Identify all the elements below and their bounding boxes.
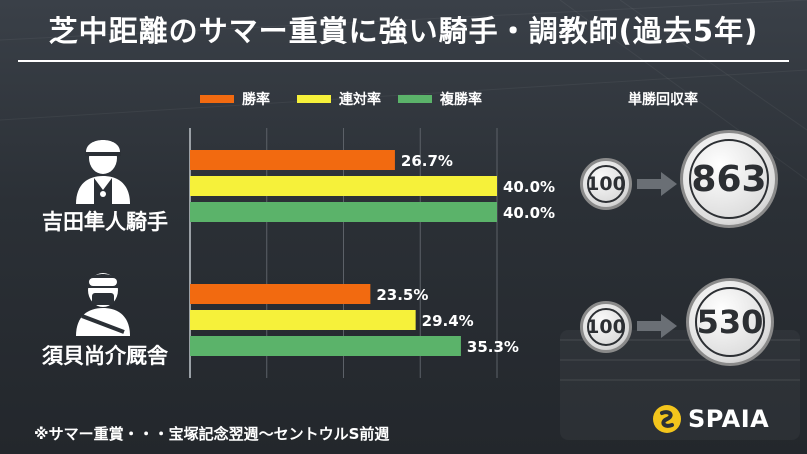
legend-label: 勝率 <box>242 92 270 108</box>
bar-place-rate <box>190 336 461 356</box>
bar-value-label: 26.7% <box>401 152 453 170</box>
bar-win-rate <box>190 150 395 170</box>
bar-quinella-rate <box>190 176 497 196</box>
roi-base-value: 100 <box>586 316 626 338</box>
legend-label: 複勝率 <box>440 92 482 108</box>
trainer-avatar-icon <box>76 273 130 336</box>
brand-logo: SPAIA <box>652 404 769 434</box>
arrow-right-icon <box>637 314 677 338</box>
legend-label: 連対率 <box>339 92 381 108</box>
legend-swatch <box>200 95 234 103</box>
arrow-right-icon <box>637 172 677 196</box>
trainer-name: 須貝尚介厩舎 <box>42 344 168 368</box>
roi-base-coin: 100 <box>580 301 632 353</box>
jockey-name: 吉田隼人騎手 <box>42 210 168 234</box>
bar-value-label: 29.4% <box>422 312 474 330</box>
roi-base-value: 100 <box>586 173 626 195</box>
bar-value-label: 23.5% <box>376 286 428 304</box>
bar-win-rate <box>190 284 371 304</box>
bar-value-label: 40.0% <box>503 204 555 222</box>
bar-value-label: 35.3% <box>467 338 519 356</box>
legend-swatch <box>398 95 432 103</box>
roi-value: 530 <box>696 303 764 341</box>
bar-place-rate <box>190 202 497 222</box>
roi-header: 単勝回収率 <box>628 92 698 108</box>
footnote: ※サマー重賞・・・宝塚記念翌週〜セントウルS前週 <box>34 425 390 443</box>
jockey-avatar-icon <box>76 140 130 204</box>
spaia-logo-icon <box>653 405 681 433</box>
brand-name: SPAIA <box>688 405 770 433</box>
page-title: 芝中距離のサマー重賞に強い騎手・調教師(過去5年) <box>48 14 759 48</box>
bar-quinella-rate <box>190 310 416 330</box>
roi-value-coin: 863 <box>680 130 778 228</box>
roi-value: 863 <box>691 158 767 200</box>
roi-value-coin: 530 <box>686 278 774 366</box>
legend-item-win-rate: 勝率 <box>200 89 270 109</box>
legend-item-quinella-rate: 連対率 <box>297 89 381 109</box>
legend-item-place-rate: 複勝率 <box>398 89 482 109</box>
title-rule <box>18 60 789 62</box>
roi-base-coin: 100 <box>580 158 632 210</box>
bar-value-label: 40.0% <box>503 178 555 196</box>
legend-swatch <box>297 95 331 103</box>
